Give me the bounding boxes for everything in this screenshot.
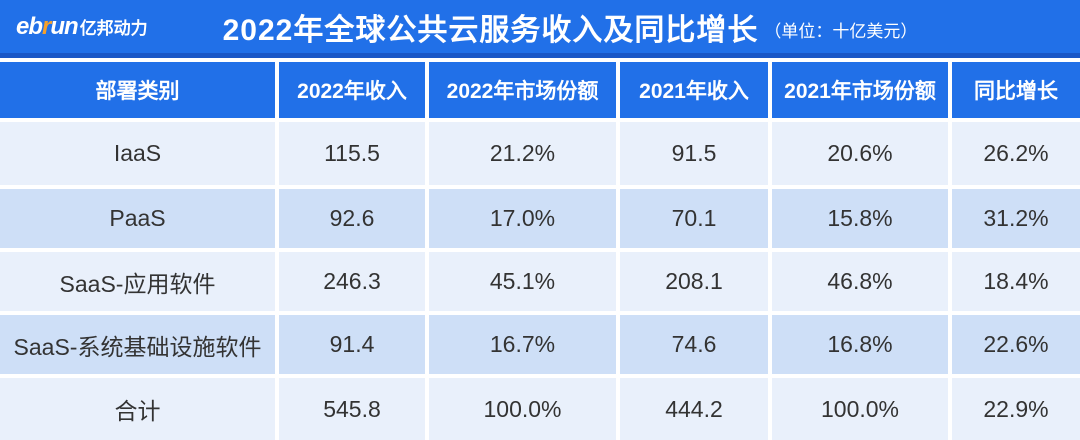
- table-cell: 46.8%: [772, 252, 948, 311]
- table-cell: 91.5: [620, 122, 768, 185]
- table-row: SaaS-应用软件 246.3 45.1% 208.1 46.8% 18.4%: [0, 252, 1080, 311]
- table-cell: 17.0%: [429, 189, 616, 248]
- table-cell: 444.2: [620, 378, 768, 440]
- table-cell: 16.8%: [772, 315, 948, 374]
- logo-text-chinese: 亿邦动力: [79, 19, 148, 38]
- table-row: IaaS 115.5 21.2% 91.5 20.6% 26.2%: [0, 122, 1080, 185]
- table-cell: 92.6: [279, 189, 425, 248]
- logo-flame-icon: r: [42, 12, 51, 40]
- data-table: 部署类别 2022年收入 2022年市场份额 2021年收入 2021年市场份额 同比增长…: [0, 62, 1080, 440]
- header-cell: 2022年收入: [279, 62, 425, 118]
- table-cell: 20.6%: [772, 122, 948, 185]
- table-cell: 18.4%: [952, 252, 1080, 311]
- table-cell: 208.1: [620, 252, 768, 311]
- row-category-cell: SaaS-应用软件: [0, 252, 275, 311]
- row-category-cell: 合计: [0, 378, 275, 440]
- header-cell: 部署类别: [0, 62, 275, 118]
- table-cell: 26.2%: [952, 122, 1080, 185]
- table-cell: 70.1: [620, 189, 768, 248]
- table-cell: 22.6%: [952, 315, 1080, 374]
- logo-text-eb: eb: [16, 12, 43, 40]
- table-row: PaaS 92.6 17.0% 70.1 15.8% 31.2%: [0, 189, 1080, 248]
- table-row: SaaS-系统基础设施软件 91.4 16.7% 74.6 16.8% 22.6%: [0, 315, 1080, 374]
- header-cell: 2022年市场份额: [429, 62, 616, 118]
- header-cell: 2021年收入: [620, 62, 768, 118]
- table-cell: 545.8: [279, 378, 425, 440]
- table-cell: 91.4: [279, 315, 425, 374]
- table-body: IaaS 115.5 21.2% 91.5 20.6% 26.2% PaaS 92.6 17.0…: [0, 122, 1080, 440]
- logo-text-un: un: [50, 12, 78, 40]
- table-cell: 246.3: [279, 252, 425, 311]
- table-cell: 21.2%: [429, 122, 616, 185]
- table-cell: 100.0%: [772, 378, 948, 440]
- table-row: 合计 545.8 100.0% 444.2 100.0% 22.9%: [0, 378, 1080, 440]
- page-title: 2022年全球公共云服务收入及同比增长: [222, 13, 759, 47]
- unit-label: （单位：十亿美元）: [764, 22, 918, 41]
- table-header-row: 部署类别 2022年收入 2022年市场份额 2021年收入 2021年市场份额 同比增长: [0, 62, 1080, 118]
- table-cell: 16.7%: [429, 315, 616, 374]
- brand-logo: eb r un 亿邦动力: [16, 0, 148, 53]
- title-banner: eb r un 亿邦动力 2022年全球公共云服务收入及同比增长 （单位：十亿美…: [0, 0, 1080, 58]
- table-cell: 22.9%: [952, 378, 1080, 440]
- title-group: 2022年全球公共云服务收入及同比增长 （单位：十亿美元）: [223, 5, 918, 49]
- table-cell: 15.8%: [772, 189, 948, 248]
- row-category-cell: SaaS-系统基础设施软件: [0, 315, 275, 374]
- table-cell: 45.1%: [429, 252, 616, 311]
- row-category-cell: PaaS: [0, 189, 275, 248]
- row-category-cell: IaaS: [0, 122, 275, 185]
- table-cell: 74.6: [620, 315, 768, 374]
- header-cell: 同比增长: [952, 62, 1080, 118]
- table-cell: 115.5: [279, 122, 425, 185]
- header-cell: 2021年市场份额: [772, 62, 948, 118]
- table-cell: 31.2%: [952, 189, 1080, 248]
- table-cell: 100.0%: [429, 378, 616, 440]
